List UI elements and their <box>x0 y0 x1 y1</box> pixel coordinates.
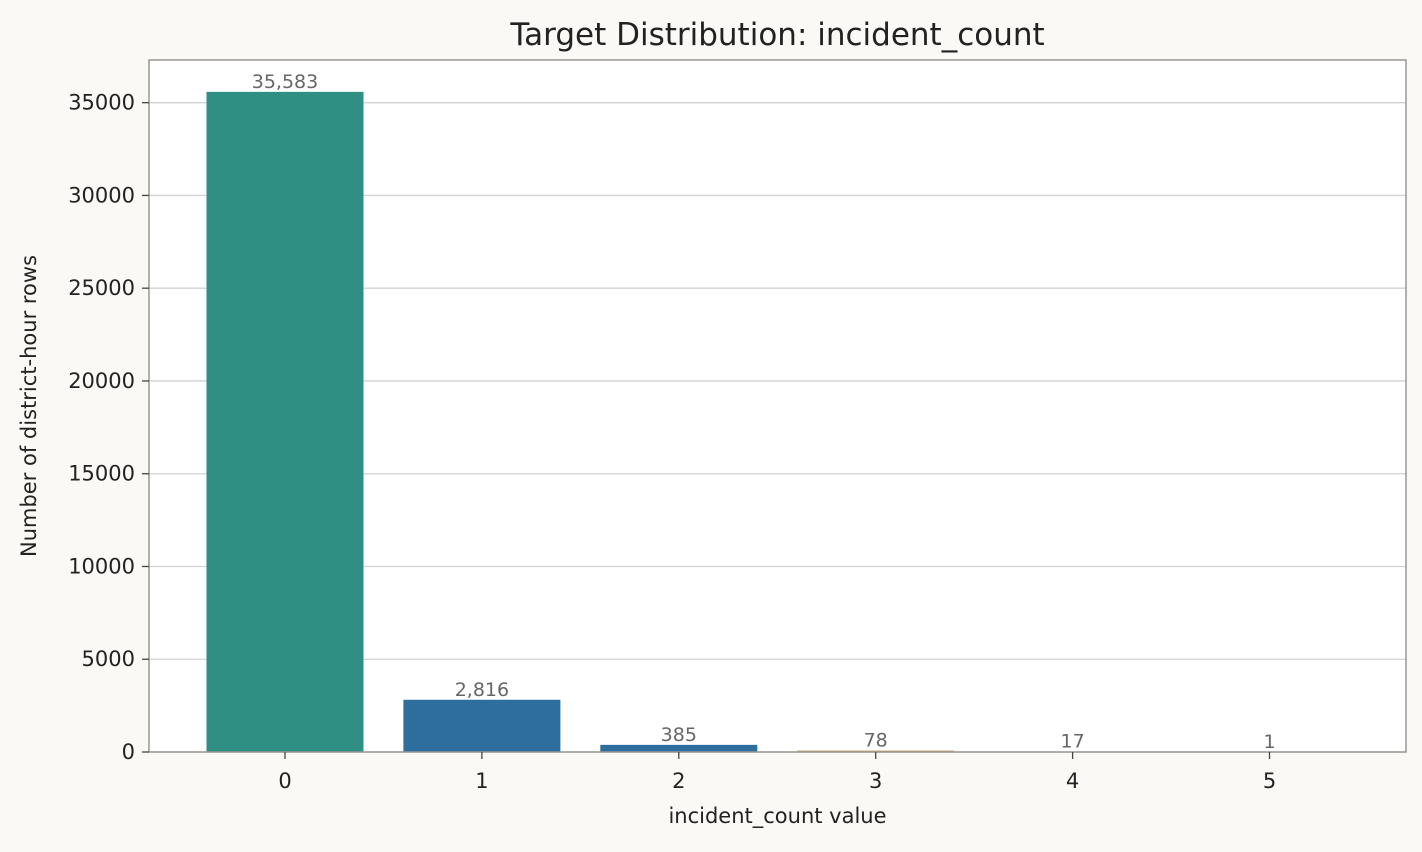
x-tick-label: 1 <box>475 769 488 793</box>
y-tick-label: 20000 <box>68 369 135 393</box>
x-tick-label: 3 <box>869 769 882 793</box>
y-axis-label: Number of district-hour rows <box>17 255 41 557</box>
y-tick-label: 30000 <box>68 183 135 207</box>
y-tick-label: 10000 <box>68 554 135 578</box>
x-tick-label: 4 <box>1066 769 1079 793</box>
y-tick-label: 35000 <box>68 91 135 115</box>
y-tick-label: 0 <box>122 740 135 764</box>
data-label-0: 35,583 <box>252 71 318 93</box>
x-axis-ticks: 0 1 2 3 4 5 <box>278 752 1276 793</box>
data-label-1: 2,816 <box>455 679 509 701</box>
bar-2 <box>600 745 757 752</box>
data-label-2: 385 <box>661 724 697 746</box>
chart-title: Target Distribution: incident_count <box>509 17 1044 53</box>
x-axis-label: incident_count value <box>668 804 886 829</box>
y-axis-ticks: 0 5000 10000 15000 20000 25000 30000 35000 <box>68 91 149 764</box>
bar-0 <box>207 92 364 752</box>
data-label-4: 17 <box>1061 731 1085 753</box>
y-tick-label: 5000 <box>82 647 135 671</box>
y-tick-label: 15000 <box>68 462 135 486</box>
x-tick-label: 5 <box>1263 769 1276 793</box>
x-tick-label: 2 <box>672 769 685 793</box>
data-label-5: 1 <box>1263 731 1275 753</box>
data-label-3: 78 <box>864 730 888 752</box>
y-tick-label: 25000 <box>68 276 135 300</box>
x-tick-label: 0 <box>278 769 291 793</box>
bar-1 <box>403 700 560 752</box>
